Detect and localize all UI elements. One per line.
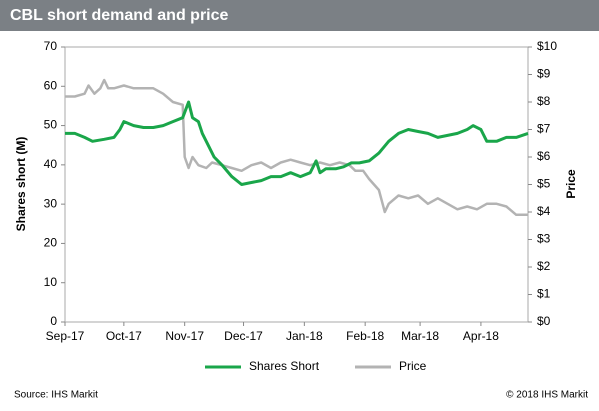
y2-axis-title: Price — [564, 169, 578, 199]
y-tick-label: 10 — [44, 275, 58, 289]
x-tick-label: Mar-18 — [401, 329, 439, 343]
y-axis-title: Shares short (M) — [14, 137, 28, 232]
x-tick-label: Sep-17 — [46, 329, 85, 343]
x-tick-label: Jan-18 — [286, 329, 323, 343]
series-line — [65, 100, 529, 186]
y-tick-label: 70 — [44, 39, 58, 53]
y-tick-label: 60 — [44, 78, 58, 92]
y2-tick-label: $10 — [537, 39, 557, 53]
copyright: © 2018 IHS Markit — [506, 390, 588, 401]
y-tick-label: 40 — [44, 157, 58, 171]
y2-tick-label: $5 — [537, 177, 551, 191]
x-tick-label: Dec-17 — [224, 329, 263, 343]
y2-tick-label: $3 — [537, 232, 551, 246]
y2-tick-label: $9 — [537, 67, 551, 81]
y2-tick-label: $7 — [537, 122, 551, 136]
source: Source: IHS Markit — [14, 390, 98, 401]
legend-label: Price — [399, 359, 427, 373]
x-tick-label: Nov-17 — [165, 329, 204, 343]
y2-tick-label: $1 — [537, 287, 551, 301]
y-tick-label: 0 — [50, 314, 57, 328]
y-tick-label: 20 — [44, 236, 58, 250]
y2-tick-label: $8 — [537, 94, 551, 108]
header-bar — [0, 0, 599, 31]
y2-tick-label: $4 — [537, 204, 551, 218]
x-tick-label: Apr-18 — [463, 329, 499, 343]
legend-label: Shares Short — [249, 359, 320, 373]
y-tick-label: 50 — [44, 118, 58, 132]
chart-title: CBL short demand and price — [10, 7, 229, 24]
x-tick-label: Feb-18 — [346, 329, 384, 343]
y2-tick-label: $6 — [537, 149, 551, 163]
y2-tick-label: $0 — [537, 314, 551, 328]
series-line — [65, 78, 528, 217]
y-tick-label: 30 — [44, 196, 58, 210]
x-tick-label: Oct-17 — [106, 329, 142, 343]
y2-tick-label: $2 — [537, 259, 551, 273]
